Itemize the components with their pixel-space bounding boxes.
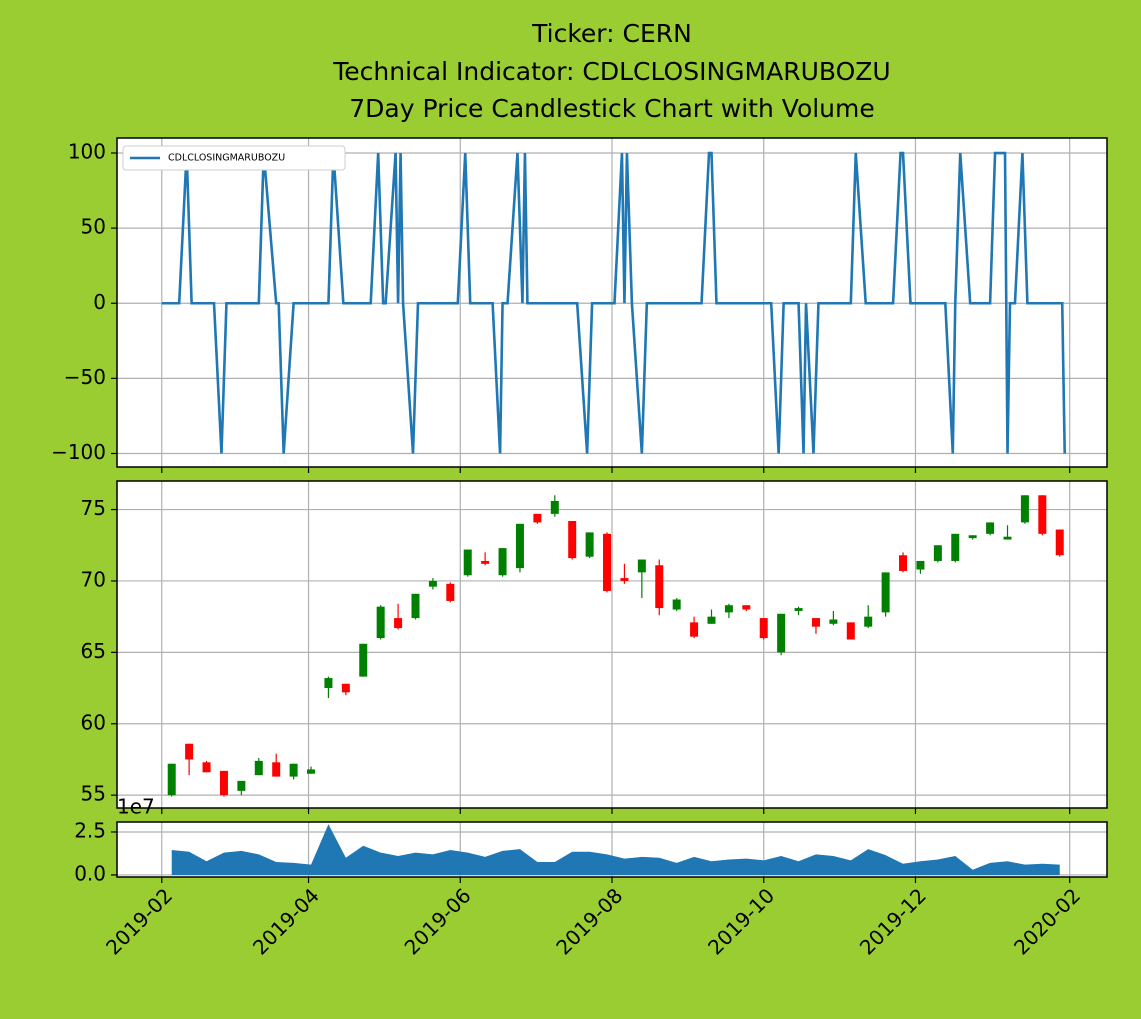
candle-body bbox=[1055, 529, 1064, 556]
candle-body bbox=[359, 643, 368, 677]
candle-body bbox=[933, 545, 942, 561]
legend-label: CDLCLOSINGMARUBOZU bbox=[168, 153, 285, 164]
candle-body bbox=[672, 599, 681, 610]
candle-body bbox=[167, 763, 176, 796]
candle-body bbox=[481, 560, 490, 564]
axes-frame bbox=[116, 821, 1108, 878]
chart-title: 7Day Price Candlestick Chart with Volume bbox=[349, 94, 875, 123]
candle-body bbox=[846, 622, 855, 640]
candle-body bbox=[428, 580, 437, 587]
candle-body bbox=[777, 613, 786, 653]
y-tick-label: −100 bbox=[51, 440, 106, 464]
candle-body bbox=[864, 616, 873, 627]
y-tick-label: 60 bbox=[81, 710, 106, 734]
candle-body bbox=[759, 618, 768, 639]
candle-body bbox=[1038, 495, 1047, 534]
candle-body bbox=[324, 678, 333, 689]
axes-frame bbox=[116, 137, 1108, 468]
candle-body bbox=[968, 535, 977, 539]
candle-body bbox=[533, 513, 542, 523]
candle-body bbox=[986, 522, 995, 534]
candle-body bbox=[1020, 495, 1029, 523]
y-tick-label: 65 bbox=[81, 639, 106, 663]
candle-body bbox=[603, 533, 612, 591]
candle-body bbox=[916, 560, 925, 570]
indicator-line bbox=[161, 151, 1067, 454]
candle-body bbox=[550, 500, 559, 514]
candle-body bbox=[951, 533, 960, 561]
chart-title: Technical Indicator: CDLCLOSINGMARUBOZU bbox=[332, 57, 890, 86]
candle-body bbox=[655, 565, 664, 609]
candle-body bbox=[254, 760, 263, 776]
y-tick-label: 75 bbox=[81, 496, 106, 520]
y-tick-label: 50 bbox=[81, 215, 106, 239]
candle-body bbox=[811, 618, 820, 627]
candle-body bbox=[289, 763, 298, 777]
candle-body bbox=[185, 743, 194, 760]
candle-body bbox=[307, 769, 316, 774]
candle-body bbox=[899, 555, 908, 571]
y-tick-label: 0 bbox=[93, 290, 106, 314]
y-tick-label: −50 bbox=[64, 365, 106, 389]
candle-body bbox=[341, 683, 350, 693]
legend-box bbox=[122, 145, 346, 171]
y-offset-label: 1e7 bbox=[117, 795, 155, 819]
candle-body bbox=[620, 578, 629, 581]
candle-body bbox=[498, 548, 507, 576]
candle-body bbox=[794, 608, 803, 611]
candle-body bbox=[515, 523, 524, 569]
candle-body bbox=[446, 583, 455, 601]
candle-body bbox=[376, 606, 385, 639]
chart-title: Ticker: CERN bbox=[531, 19, 692, 48]
candle-body bbox=[585, 532, 594, 557]
candle-body bbox=[202, 762, 211, 773]
candle-body bbox=[724, 605, 733, 613]
candle-body bbox=[637, 559, 646, 573]
candle-body bbox=[394, 618, 403, 629]
candle-body bbox=[568, 520, 577, 559]
volume-area bbox=[171, 824, 1060, 875]
candle-body bbox=[1003, 536, 1012, 540]
y-tick-label: 70 bbox=[81, 567, 106, 591]
candle-body bbox=[742, 605, 751, 610]
y-tick-label: 0.0 bbox=[74, 861, 106, 885]
y-tick-label: 55 bbox=[81, 782, 106, 806]
candle-body bbox=[463, 549, 472, 576]
y-tick-label: 2.5 bbox=[74, 818, 106, 842]
candle-body bbox=[237, 780, 246, 791]
y-tick-label: 100 bbox=[68, 140, 106, 164]
candle-body bbox=[219, 770, 228, 796]
candle-body bbox=[881, 572, 890, 613]
candle-body bbox=[829, 619, 838, 624]
candle-body bbox=[707, 616, 716, 624]
candle-body bbox=[411, 593, 420, 619]
candle-body bbox=[690, 622, 699, 637]
axes-frame bbox=[116, 480, 1108, 809]
candle-body bbox=[272, 762, 281, 777]
